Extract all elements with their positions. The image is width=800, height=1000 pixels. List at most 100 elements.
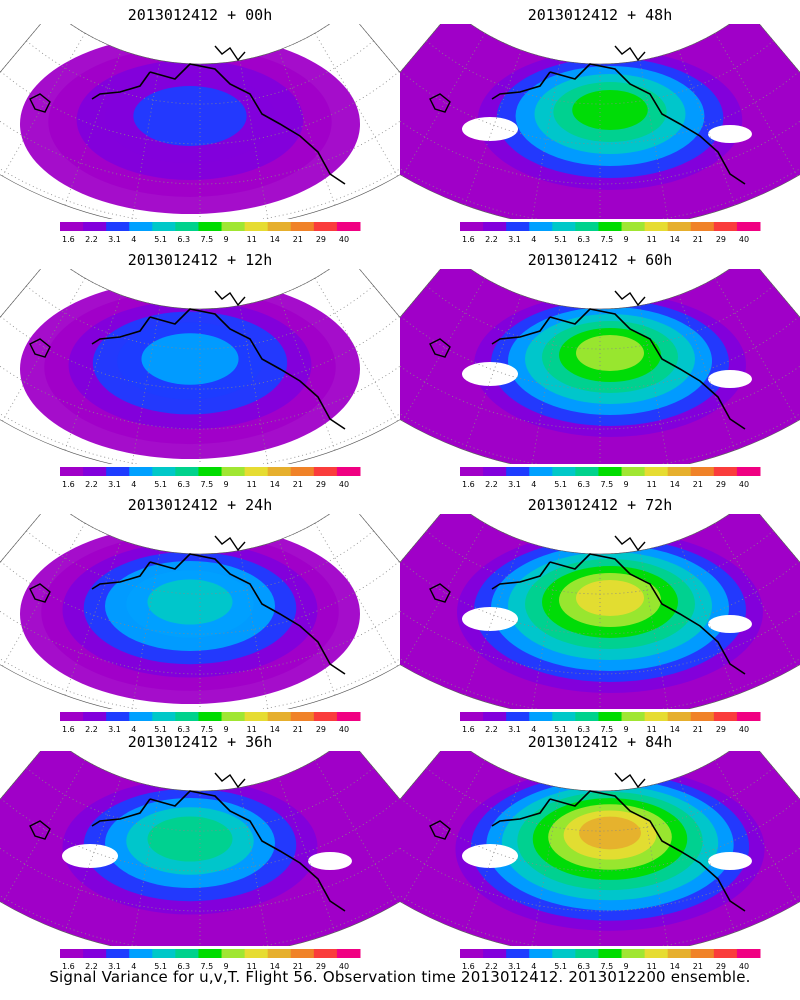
- colorbar-label: 29: [316, 962, 326, 971]
- colorbar-label: 6.3: [177, 235, 190, 244]
- colorbar-label: 6.3: [177, 725, 190, 734]
- colorbar-swatch: [621, 712, 646, 721]
- coastline: [429, 583, 451, 603]
- coastline: [549, 553, 746, 675]
- colorbar-label: 3.1: [108, 962, 121, 971]
- colorbar-label: 4: [131, 480, 136, 489]
- colorbar-swatch: [598, 949, 623, 958]
- colorbar-swatch: [60, 949, 84, 958]
- colorbar-swatch: [621, 949, 646, 958]
- colorbar: 1.6 2.2 3.1 4 5.1 6.3 7.5 9 11 14 21 29 40: [460, 467, 761, 489]
- colorbar-swatch: [313, 222, 338, 231]
- colorbar-label: 7.5: [200, 725, 213, 734]
- colorbar-label: 5.1: [554, 725, 567, 734]
- colorbar-label: 2.2: [85, 235, 98, 244]
- colorbar-label: 1.6: [62, 962, 75, 971]
- colorbar-label: 40: [339, 480, 349, 489]
- colorbar: 1.6 2.2 3.1 4 5.1 6.3 7.5 9 11 14 21 29 40: [60, 467, 361, 489]
- colorbar-label: 9: [224, 962, 229, 971]
- colorbar-swatch: [83, 222, 107, 231]
- colorbar-swatch: [83, 949, 107, 958]
- variance-contour: [147, 579, 233, 625]
- colorbar-label: 5.1: [554, 235, 567, 244]
- colorbar-label: 40: [339, 962, 349, 971]
- colorbar-label: 21: [293, 480, 303, 489]
- colorbar-swatch: [267, 949, 292, 958]
- colorbar: 1.6 2.2 3.1 4 5.1 6.3 7.5 9 11 14 21 29 40: [460, 222, 761, 244]
- colorbar-label: 3.1: [508, 725, 521, 734]
- coastline: [491, 561, 551, 590]
- coastline: [214, 45, 246, 62]
- colorbar-label: 5.1: [554, 480, 567, 489]
- colorbar-label: 40: [739, 962, 749, 971]
- colorbar-swatch: [198, 467, 223, 476]
- colorbar-swatch: [244, 467, 269, 476]
- panel-title: 2013012412 + 00h: [127, 6, 273, 24]
- panel-title: 2013012412 + 36h: [127, 733, 273, 751]
- coastline: [549, 790, 746, 912]
- colorbar-label: 5.1: [154, 235, 167, 244]
- panel-36h: 2013012412 + 36h 1.6 2.2 3.1 4 5.1 6.3 7.5 9 11 1…: [0, 727, 400, 977]
- colorbar-swatch: [575, 467, 599, 476]
- colorbar-label: 11: [647, 235, 657, 244]
- colorbar-label: 9: [224, 480, 229, 489]
- colorbar-label: 7.5: [600, 962, 613, 971]
- colorbar-swatch: [106, 712, 130, 721]
- coastline: [29, 93, 51, 113]
- coastline: [149, 553, 346, 675]
- colorbar-swatch: [60, 222, 84, 231]
- coastline: [491, 316, 551, 345]
- colorbar-label: 3.1: [508, 235, 521, 244]
- colorbar-label: 21: [293, 962, 303, 971]
- colorbar-label: 6.3: [177, 480, 190, 489]
- colorbar-label: 1.6: [62, 725, 75, 734]
- colorbar-label: 14: [270, 235, 280, 244]
- panel-title: 2013012412 + 72h: [527, 496, 673, 514]
- map-boundary: [400, 751, 800, 946]
- coastline: [149, 63, 346, 185]
- colorbar-swatch: [129, 222, 153, 231]
- colorbar-swatch: [221, 949, 246, 958]
- panel-title: 2013012412 + 48h: [527, 6, 673, 24]
- colorbar-label: 1.6: [62, 235, 75, 244]
- colorbar-label: 14: [670, 480, 680, 489]
- colorbar-swatch: [313, 949, 338, 958]
- colorbar-label: 29: [716, 480, 726, 489]
- variance-map: [400, 269, 800, 464]
- colorbar-label: 21: [693, 725, 703, 734]
- colorbar-label: 7.5: [200, 480, 213, 489]
- colorbar-label: 9: [624, 725, 629, 734]
- colorbar-label: 21: [293, 725, 303, 734]
- colorbar-swatch: [736, 712, 761, 721]
- colorbar-label: 14: [670, 962, 680, 971]
- colorbar-swatch: [575, 222, 599, 231]
- colorbar-swatch: [483, 222, 507, 231]
- colorbar-label: 29: [316, 235, 326, 244]
- colorbar-swatch: [736, 467, 761, 476]
- colorbar-swatch: [290, 949, 315, 958]
- colorbar-swatch: [690, 467, 715, 476]
- colorbar-label: 14: [670, 725, 680, 734]
- colorbar-swatch: [60, 467, 84, 476]
- colorbar-label: 40: [739, 235, 749, 244]
- colorbar-swatch: [129, 949, 153, 958]
- colorbar-swatch: [529, 712, 553, 721]
- colorbar-swatch: [290, 467, 315, 476]
- coastline: [614, 290, 646, 307]
- variance-map: [400, 751, 800, 946]
- colorbar-label: 21: [693, 235, 703, 244]
- colorbar-label: 6.3: [577, 480, 590, 489]
- colorbar-swatch: [713, 467, 738, 476]
- colorbar-swatch: [221, 467, 246, 476]
- panel-72h: 2013012412 + 72h 1.6 2.2 3.1 4 5.1 6.3 7.5 9 11 1…: [400, 490, 800, 740]
- colorbar-label: 21: [293, 235, 303, 244]
- colorbar-label: 6.3: [577, 235, 590, 244]
- colorbar-swatch: [106, 222, 130, 231]
- panel-84h: 2013012412 + 84h 1.6 2.2 3.1 4 5.1 6.3 7.5 9 11 1…: [400, 727, 800, 977]
- colorbar-label: 9: [224, 725, 229, 734]
- colorbar-swatch: [667, 467, 692, 476]
- colorbar-label: 3.1: [108, 235, 121, 244]
- colorbar-swatch: [83, 712, 107, 721]
- panel-48h: 2013012412 + 48h 1.6 2.2 3.1 4 5.1 6.3 7.5 9 11 1…: [400, 0, 800, 250]
- map-boundary: [400, 514, 800, 709]
